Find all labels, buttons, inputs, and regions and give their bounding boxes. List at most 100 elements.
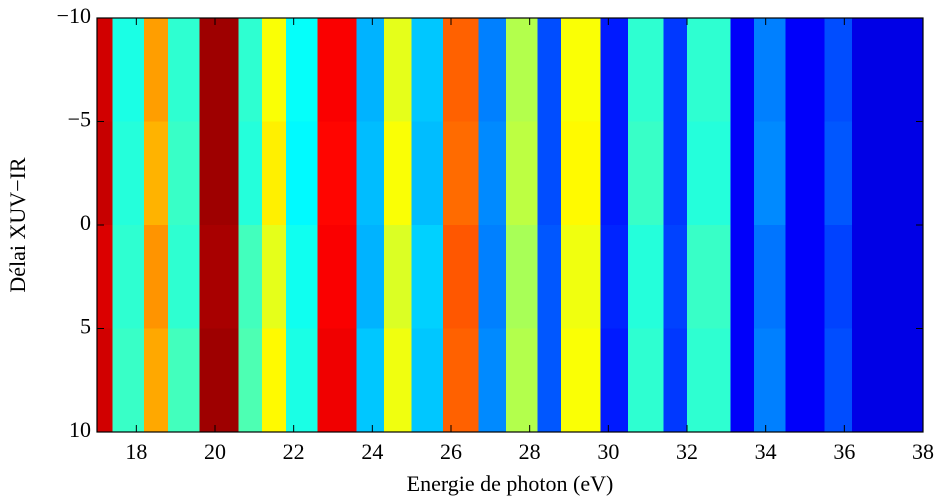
x-tick-label: 30 (597, 439, 619, 464)
heatmap-cell (852, 18, 924, 122)
heatmap-cell (97, 225, 114, 329)
heatmap-cell (262, 328, 287, 433)
heatmap-cell (112, 328, 145, 433)
heatmap-cell (663, 328, 688, 433)
heatmap-cell (199, 328, 240, 433)
heatmap-cell (478, 121, 507, 226)
x-tick-label: 18 (125, 439, 147, 464)
heatmap-cell (663, 121, 688, 226)
heatmap-cell (199, 225, 240, 329)
heatmap-cell (167, 328, 200, 433)
heatmap-cell (411, 18, 444, 122)
heatmap-cell (384, 121, 413, 226)
heatmap-cell (730, 121, 755, 226)
heatmap-cell (112, 121, 145, 226)
heatmap-cell (687, 18, 731, 122)
x-tick-label: 34 (755, 439, 777, 464)
heatmap (97, 18, 924, 433)
heatmap-cell (262, 225, 287, 329)
heatmap-cell (199, 18, 240, 122)
heatmap-cell (785, 328, 826, 433)
x-tick-label: 36 (833, 439, 855, 464)
heatmap-cell (443, 121, 480, 226)
heatmap-cell (824, 225, 853, 329)
heatmap-cell (478, 328, 507, 433)
heatmap-cell (144, 121, 169, 226)
heatmap-cell (317, 121, 358, 226)
heatmap-cell (785, 18, 826, 122)
x-tick-label: 24 (361, 439, 383, 464)
heatmap-cell (262, 121, 287, 226)
heatmap-cell (285, 225, 318, 329)
heatmap-cell (537, 225, 562, 329)
heatmap-cell (199, 121, 240, 226)
heatmap-cell (537, 328, 562, 433)
heatmap-cell (753, 121, 786, 226)
x-tick-label: 20 (204, 439, 226, 464)
heatmap-cell (506, 18, 539, 122)
heatmap-cell (824, 121, 853, 226)
y-tick-label: 5 (80, 314, 91, 339)
heatmap-cell (443, 225, 480, 329)
heatmap-cell (663, 225, 688, 329)
y-axis-label: Délai XUV−IR (5, 157, 30, 293)
heatmap-cell (285, 18, 318, 122)
heatmap-cell (285, 328, 318, 433)
heatmap-cell (144, 328, 169, 433)
heatmap-cell (478, 18, 507, 122)
heatmap-cell (285, 121, 318, 226)
y-tick-label: −10 (57, 3, 91, 28)
heatmap-cell (824, 18, 853, 122)
heatmap-cell (167, 225, 200, 329)
heatmap-cell (167, 121, 200, 226)
x-tick-label: 38 (912, 439, 934, 464)
heatmap-cell (600, 121, 629, 226)
heatmap-cell (852, 121, 924, 226)
heatmap-cell (356, 18, 385, 122)
heatmap-cell (730, 225, 755, 329)
heatmap-cell (144, 225, 169, 329)
heatmap-cell (561, 121, 601, 226)
heatmap-cell (687, 225, 731, 329)
heatmap-cell (443, 328, 480, 433)
heatmap-cell (317, 225, 358, 329)
heatmap-cell (112, 225, 145, 329)
y-tick-label: 10 (69, 417, 91, 442)
heatmap-cell (238, 18, 263, 122)
heatmap-cell (384, 225, 413, 329)
heatmap-cell (411, 121, 444, 226)
heatmap-cell (852, 225, 924, 329)
heatmap-cell (600, 18, 629, 122)
heatmap-cell (600, 225, 629, 329)
heatmap-cell (824, 328, 853, 433)
heatmap-cell (753, 328, 786, 433)
heatmap-cell (356, 121, 385, 226)
heatmap-cell (628, 328, 664, 433)
heatmap-cell (753, 225, 786, 329)
heatmap-cell (411, 225, 444, 329)
heatmap-cell (600, 328, 629, 433)
heatmap-cell (262, 18, 287, 122)
y-tick-label: −5 (68, 107, 91, 132)
heatmap-cell (97, 328, 114, 433)
heatmap-cell (411, 328, 444, 433)
heatmap-cell (537, 121, 562, 226)
heatmap-cell (478, 225, 507, 329)
x-tick-label: 26 (440, 439, 462, 464)
heatmap-cell (628, 18, 664, 122)
heatmap-cell (785, 225, 826, 329)
heatmap-cell (730, 328, 755, 433)
x-axis-label: Energie de photon (eV) (407, 471, 614, 496)
heatmap-cell (97, 121, 114, 226)
heatmap-cell (317, 328, 358, 433)
heatmap-cell (730, 18, 755, 122)
heatmap-cell (561, 18, 601, 122)
heatmap-cell (112, 18, 145, 122)
heatmap-cell (561, 328, 601, 433)
y-tick-label: 0 (80, 210, 91, 235)
heatmap-cell (506, 328, 539, 433)
x-tick-label: 28 (519, 439, 541, 464)
heatmap-cell (238, 328, 263, 433)
heatmap-cell (628, 121, 664, 226)
